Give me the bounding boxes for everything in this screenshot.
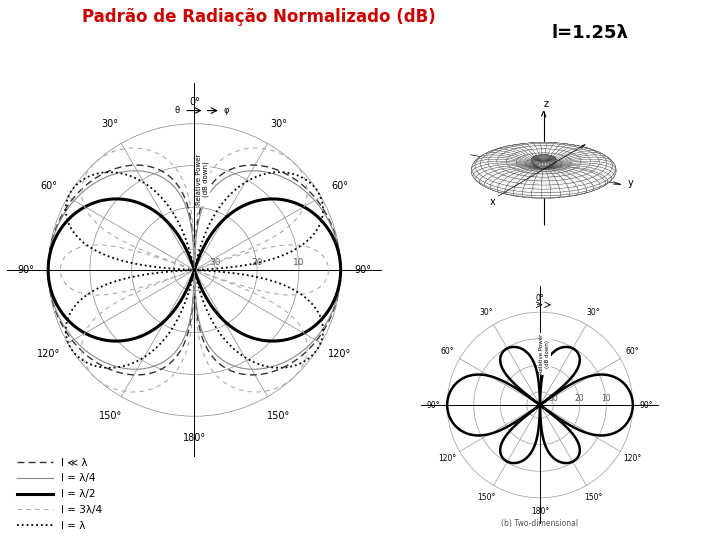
Text: Relative Power
(dB down): Relative Power (dB down) <box>196 154 210 205</box>
Text: φ: φ <box>224 106 229 115</box>
Text: 150°: 150° <box>99 410 122 421</box>
Text: (b) Two-dimensional: (b) Two-dimensional <box>501 519 579 528</box>
Text: 10: 10 <box>601 394 611 403</box>
Legend: l ≪ λ, l = λ/4, l = λ/2, l = 3λ/4, l = λ: l ≪ λ, l = λ/4, l = λ/2, l = 3λ/4, l = λ <box>12 454 107 535</box>
Text: l=1.25λ: l=1.25λ <box>552 24 629 42</box>
Text: 30°: 30° <box>102 119 119 130</box>
Text: 60°: 60° <box>40 181 58 191</box>
Text: 10: 10 <box>293 258 305 267</box>
Text: 30: 30 <box>210 258 221 267</box>
Text: 90°: 90° <box>640 401 654 409</box>
Text: Padrão de Radiação Normalizado (dB): Padrão de Radiação Normalizado (dB) <box>82 8 436 26</box>
Text: 0°: 0° <box>189 97 200 107</box>
Text: 60°: 60° <box>626 347 639 356</box>
Text: 30°: 30° <box>587 308 600 317</box>
Text: 120°: 120° <box>438 454 456 463</box>
Text: 30: 30 <box>549 394 558 403</box>
Text: 150°: 150° <box>267 410 290 421</box>
Text: 180°: 180° <box>183 433 206 443</box>
Text: 180°: 180° <box>531 507 549 516</box>
Text: 120°: 120° <box>37 349 60 359</box>
Text: 90°: 90° <box>18 265 35 275</box>
Text: 150°: 150° <box>477 493 496 502</box>
Text: 30°: 30° <box>480 308 493 317</box>
Text: 20: 20 <box>251 258 263 267</box>
Text: 0°: 0° <box>536 294 544 303</box>
Text: 20: 20 <box>575 394 585 403</box>
Text: 120°: 120° <box>624 454 642 463</box>
Text: 120°: 120° <box>328 349 351 359</box>
Text: 90°: 90° <box>426 401 440 409</box>
Text: 60°: 60° <box>331 181 348 191</box>
Text: Relative Power
(dB down): Relative Power (dB down) <box>539 334 550 374</box>
Text: 150°: 150° <box>584 493 603 502</box>
Text: 90°: 90° <box>354 265 371 275</box>
Text: θ: θ <box>175 106 180 115</box>
Text: 30°: 30° <box>270 119 287 130</box>
Text: 60°: 60° <box>441 347 454 356</box>
